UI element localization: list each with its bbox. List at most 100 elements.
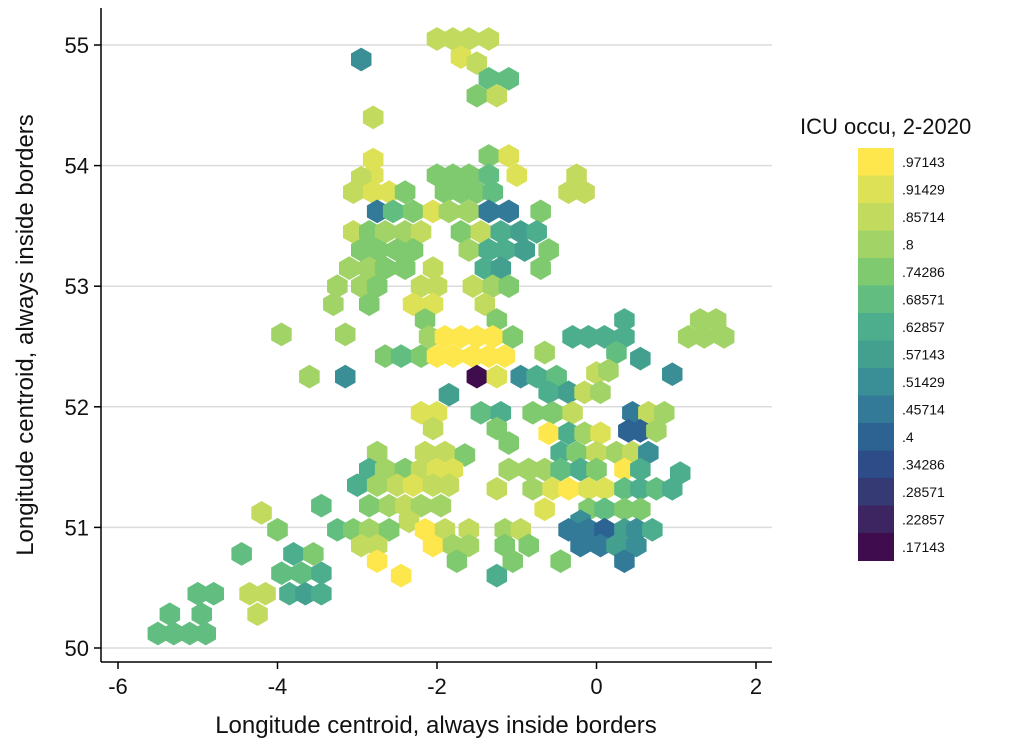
- hex-cell: [522, 400, 544, 425]
- legend-label: .57143: [902, 346, 945, 362]
- hex-cell: [590, 421, 611, 446]
- hex-cell: [518, 533, 540, 558]
- y-tick-label: 54: [65, 154, 89, 179]
- hex-cell: [422, 416, 444, 441]
- legend-label: .74286: [902, 264, 945, 280]
- legend-swatch: [858, 175, 894, 204]
- legend-swatch: [858, 395, 894, 424]
- hex-cell: [534, 340, 555, 365]
- hex-cell: [195, 621, 216, 646]
- hex-cell: [574, 180, 595, 204]
- hex-cell: [502, 549, 524, 574]
- hex-cell: [462, 274, 484, 299]
- hex-cell: [486, 83, 508, 108]
- hex-cell: [713, 325, 735, 349]
- x-tick-label: 2: [750, 674, 762, 699]
- hex-cell: [498, 66, 520, 91]
- x-tick-label: -2: [427, 674, 447, 699]
- y-tick-label: 51: [65, 515, 89, 540]
- y-axis-title: Longitude centroid, always inside border…: [12, 114, 39, 556]
- legend-label: .22857: [902, 511, 945, 527]
- hex-cell: [358, 292, 380, 317]
- hex-cell: [526, 220, 547, 244]
- hex-cell: [542, 400, 563, 425]
- legend-label: .8: [902, 236, 914, 252]
- legend-swatch: [858, 505, 894, 534]
- hex-cell: [486, 563, 508, 588]
- hex-cell: [334, 322, 356, 347]
- hex-cell: [382, 199, 404, 224]
- y-tick-label: 52: [65, 395, 89, 420]
- hex-cell: [594, 497, 615, 522]
- hex-cell: [498, 274, 520, 299]
- y-tick-label: 50: [65, 636, 89, 661]
- hex-cell: [390, 344, 412, 368]
- hex-cell: [661, 362, 683, 387]
- hex-cell: [486, 364, 508, 389]
- hex-cell: [454, 443, 476, 467]
- hex-cell: [474, 292, 496, 317]
- hex-cell: [438, 382, 460, 407]
- hex-cell: [271, 561, 292, 586]
- hex-cell: [271, 322, 292, 347]
- hex-cell: [498, 144, 520, 168]
- hex-cell: [191, 602, 212, 627]
- hex-cell: [358, 493, 380, 518]
- legend-swatch: [858, 258, 894, 286]
- legend-label: .62857: [902, 319, 945, 335]
- legend-swatch: [858, 230, 894, 259]
- hex-cell: [486, 416, 508, 441]
- hex-cell: [562, 400, 583, 425]
- legend-swatch: [858, 340, 894, 369]
- legend-label: .51429: [902, 374, 945, 390]
- hex-cell: [478, 199, 500, 224]
- hex-cell: [450, 45, 472, 69]
- hex-cell: [522, 476, 544, 501]
- legend-title: ICU occu, 2-2020: [800, 114, 971, 139]
- hex-cell: [438, 199, 460, 224]
- x-ticks: -6 -4 -2 0 2: [108, 662, 762, 699]
- legend-swatch: [858, 285, 894, 314]
- legend-swatch: [858, 368, 894, 396]
- hex-cell: [630, 346, 651, 371]
- legend: ICU occu, 2-2020 .97143 .91429 .85714 .8 .74…: [800, 114, 971, 561]
- hex-cell: [530, 256, 551, 280]
- hex-cell: [642, 517, 663, 542]
- hex-cell: [614, 549, 635, 574]
- hex-cell: [438, 473, 460, 498]
- hex-cell: [251, 501, 272, 525]
- legend-swatch: [858, 313, 894, 341]
- hex-cell: [394, 256, 416, 280]
- x-tick-label: -6: [108, 674, 128, 699]
- hex-cell: [458, 533, 480, 558]
- x-axis-title: Longitude centroid, always inside border…: [215, 712, 657, 739]
- legend-entries: .97143 .91429 .85714 .8 .74286 .68571 .62857 .5…: [858, 148, 945, 561]
- hex-cell: [646, 419, 667, 443]
- hex-cell: [231, 542, 252, 566]
- hex-cell: [586, 457, 607, 482]
- legend-label: .97143: [902, 154, 945, 170]
- hex-cell: [498, 199, 520, 224]
- hex-cell: [498, 431, 520, 455]
- hex-cell: [362, 105, 384, 130]
- hex-cell: [247, 602, 268, 627]
- hex-cell: [590, 380, 611, 405]
- hex-cell: [299, 364, 320, 389]
- legend-label: .85714: [902, 209, 945, 225]
- hex-cell: [498, 457, 520, 482]
- hex-cell: [311, 493, 332, 518]
- hex-cell: [159, 602, 181, 627]
- hex-cell: [626, 533, 647, 558]
- legend-swatch: [858, 423, 894, 451]
- hex-cell: [390, 563, 412, 588]
- x-tick-label: -4: [268, 674, 288, 699]
- legend-swatch: [858, 533, 894, 561]
- legend-swatch: [858, 203, 894, 231]
- hex-cell: [705, 308, 727, 332]
- hex-cell: [203, 581, 224, 606]
- hex-cell: [598, 358, 619, 383]
- hex-cell: [514, 238, 536, 262]
- hex-cell: [466, 364, 488, 389]
- hex-cell: [630, 497, 651, 522]
